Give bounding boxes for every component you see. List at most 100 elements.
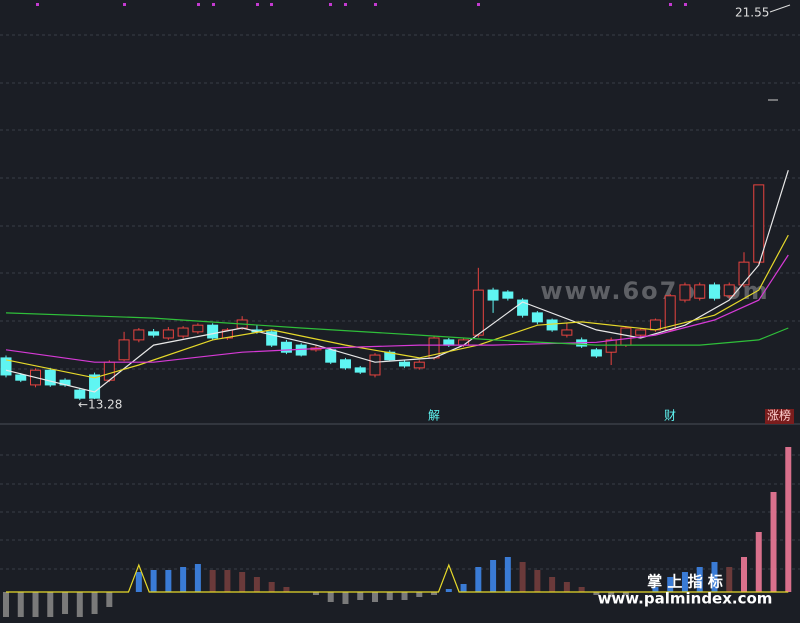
- low-label: ←13.28: [78, 398, 122, 412]
- candle-body: [723, 284, 735, 297]
- indicator-bar: [711, 562, 718, 592]
- dot: [344, 3, 347, 6]
- candle-body: [325, 349, 337, 363]
- indicator-bar: [475, 567, 482, 592]
- candle-body: [89, 374, 101, 399]
- candle-body: [694, 284, 706, 299]
- candle-body: [0, 357, 12, 376]
- indicator-bar: [563, 582, 570, 592]
- watermark: 掌 上 指 标: [647, 573, 723, 591]
- indicator-bar: [253, 577, 260, 592]
- indicator-bar: [578, 587, 585, 592]
- dot: [669, 3, 672, 6]
- candle-body: [531, 312, 543, 323]
- indicator-bar: [106, 592, 113, 607]
- dot: [477, 3, 480, 6]
- candle-body: [502, 291, 514, 299]
- indicator-bar: [268, 582, 275, 592]
- indicator-bar: [372, 592, 378, 602]
- candle-body: [487, 289, 499, 301]
- watermark: www.palmindex.com: [598, 590, 773, 608]
- marker: 财: [664, 409, 676, 423]
- candle-body: [15, 374, 27, 381]
- candle-body: [354, 367, 366, 373]
- high-label: 21.55: [735, 6, 769, 20]
- candle-body: [443, 339, 455, 346]
- indicator-bar: [239, 572, 246, 592]
- candle-body: [605, 339, 617, 353]
- indicator-bar: [431, 592, 438, 595]
- dot: [123, 3, 126, 6]
- candle-body: [413, 361, 425, 369]
- indicator-bar: [445, 589, 452, 592]
- candle-body: [738, 261, 750, 286]
- indicator-bar: [76, 592, 83, 617]
- indicator-bar: [386, 592, 393, 600]
- indicator-bar: [3, 592, 9, 617]
- candle-body: [162, 329, 174, 339]
- candle-body: [133, 329, 145, 341]
- indicator-bar: [17, 592, 24, 617]
- indicator-bar: [696, 567, 703, 592]
- dot: [36, 3, 39, 6]
- candle-body: [280, 341, 292, 353]
- marker: 解: [428, 409, 440, 423]
- moving-average: [5, 254, 789, 363]
- candle-body: [177, 327, 189, 337]
- indicator-bar: [150, 570, 157, 592]
- dot: [197, 3, 200, 6]
- dot: [212, 3, 215, 6]
- candle-body: [369, 354, 381, 376]
- candle-body: [635, 329, 647, 336]
- candle-body: [753, 184, 765, 263]
- candle-body: [339, 359, 351, 369]
- indicator-bar: [283, 587, 290, 592]
- candle-body: [517, 299, 529, 316]
- indicator-line: [6, 563, 789, 593]
- candle-body: [44, 369, 56, 386]
- moving-average: [5, 234, 789, 379]
- candle-body: [118, 339, 130, 361]
- dot: [374, 3, 377, 6]
- candle-body: [399, 361, 411, 367]
- indicator-bar: [91, 592, 98, 614]
- candle-body: [679, 284, 691, 301]
- indicator-bar: [652, 587, 659, 592]
- indicator-bar: [667, 577, 674, 592]
- indicator-bar: [327, 592, 334, 602]
- candle-body: [74, 389, 86, 399]
- candle-body: [148, 331, 160, 336]
- indicator-bar: [504, 557, 511, 592]
- candle-body: [590, 349, 602, 357]
- indicator-bar: [608, 592, 615, 597]
- indicator-bar: [62, 592, 69, 614]
- high-arrow: [769, 4, 791, 13]
- candle-body: [266, 331, 278, 346]
- indicator-bar: [194, 564, 201, 592]
- moving-average: [5, 312, 789, 346]
- indicator-bar: [165, 570, 172, 592]
- indicator-bar: [726, 567, 733, 592]
- indicator-bar: [460, 584, 467, 592]
- indicator-bar: [416, 592, 423, 597]
- indicator-bar: [490, 560, 497, 592]
- dot: [270, 3, 273, 6]
- indicator-bar: [47, 592, 54, 617]
- dot: [684, 3, 687, 6]
- dot: [256, 3, 259, 6]
- indicator-bar: [785, 447, 792, 592]
- indicator-bar: [224, 570, 231, 592]
- indicator-bar: [519, 562, 526, 592]
- marker-bg: [765, 409, 794, 424]
- dot: [329, 3, 332, 6]
- indicator-bar: [755, 532, 762, 592]
- indicator-bar: [741, 557, 747, 592]
- indicator-bar: [549, 577, 556, 592]
- indicator-bar: [357, 592, 364, 600]
- candle-body: [620, 327, 632, 346]
- indicator-bar: [312, 592, 319, 595]
- watermark: www.6o7o.com: [540, 277, 769, 305]
- top-dots: [36, 3, 687, 6]
- candle-body: [708, 284, 720, 299]
